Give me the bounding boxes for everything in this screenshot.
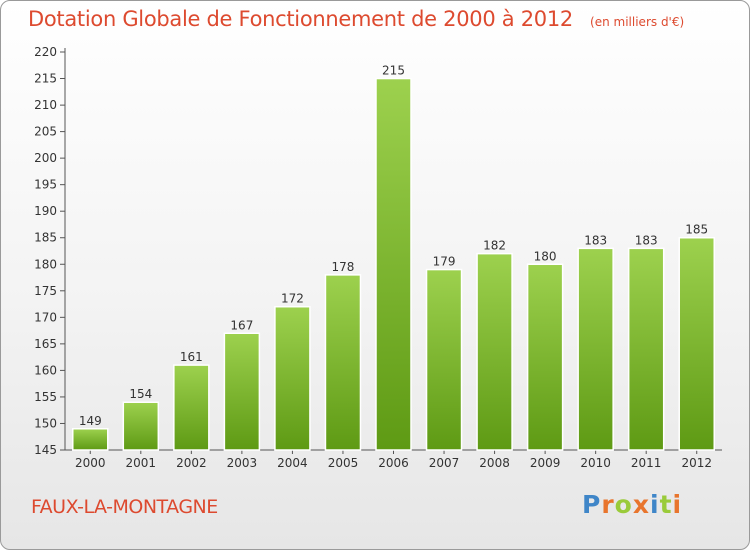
data-label: 178	[332, 260, 355, 274]
bars-layer	[72, 77, 715, 451]
bar-2003	[223, 332, 261, 451]
y-tick-label: 185	[34, 231, 57, 245]
x-tick-label: 2003	[227, 456, 258, 470]
bar-2012	[678, 236, 715, 451]
data-label: 183	[635, 233, 658, 247]
bar-2011	[627, 247, 665, 451]
y-tick-label: 150	[34, 416, 57, 430]
bar-2006	[375, 77, 412, 451]
x-tick-label: 2002	[176, 456, 207, 470]
logo-letter: P	[582, 490, 602, 519]
bar-2009	[526, 263, 564, 451]
chart-unit: (en milliers d'€)	[590, 15, 685, 29]
bar-2004	[274, 305, 311, 451]
data-label: 185	[685, 223, 708, 237]
commune-name: FAUX-LA-MONTAGNE	[31, 496, 218, 518]
y-tick-label: 220	[34, 45, 57, 59]
y-tick-label: 175	[34, 284, 57, 298]
data-label: 172	[281, 292, 304, 306]
logo-letter: r	[601, 490, 615, 519]
bar-2010	[577, 247, 614, 451]
logo-letter: i	[650, 490, 660, 519]
data-label: 183	[584, 233, 607, 247]
x-tick-label: 2004	[277, 456, 308, 470]
y-tick-label: 190	[34, 204, 57, 218]
bar-2000	[72, 428, 109, 451]
x-tick-label: 2011	[631, 456, 662, 470]
x-tick-label: 2009	[530, 456, 561, 470]
data-label: 161	[180, 350, 203, 364]
bar-2008	[476, 252, 513, 451]
y-tick-label: 195	[34, 178, 57, 192]
y-tick-label: 165	[34, 337, 57, 351]
logo-letter: t	[659, 490, 673, 519]
x-tick-label: 2005	[328, 456, 359, 470]
logo-letter: x	[632, 490, 650, 519]
y-tick-label: 200	[34, 151, 57, 165]
y-tick-label: 160	[34, 363, 57, 377]
data-label: 149	[79, 414, 102, 428]
x-tick-label: 2006	[378, 456, 409, 470]
proxiti-logo[interactable]: Proxiti	[582, 490, 682, 519]
y-tick-label: 205	[34, 125, 57, 139]
x-tick-label: 2010	[580, 456, 611, 470]
data-label: 154	[129, 387, 152, 401]
data-label: 167	[230, 318, 253, 332]
x-tick-label: 2001	[126, 456, 157, 470]
data-label: 180	[534, 249, 557, 263]
bar-2005	[324, 274, 362, 451]
data-label: 179	[433, 255, 456, 269]
x-tick-label: 2012	[681, 456, 712, 470]
bar-2002	[173, 364, 210, 451]
bar-2007	[425, 268, 463, 451]
labels-layer: 149 2000 154 2001 161 2002 167 2003 172 2004 178 20…	[75, 64, 712, 470]
y-tick-label: 155	[34, 390, 57, 404]
data-label: 215	[382, 64, 405, 78]
bar-2001	[122, 401, 160, 451]
x-tick-label: 2008	[479, 456, 510, 470]
x-tick-label: 2000	[75, 456, 106, 470]
y-tick-label: 215	[34, 72, 57, 86]
y-tick-label: 180	[34, 257, 57, 271]
chart-title: Dotation Globale de Fonctionnement de 20…	[28, 7, 573, 31]
logo-letter: i	[672, 490, 683, 519]
y-tick-label: 210	[34, 98, 57, 112]
y-tick-label: 145	[34, 443, 57, 457]
x-tick-label: 2007	[429, 456, 460, 470]
logo-letter: o	[614, 490, 633, 519]
axis-layer: 145 150 155 160 165 170 175 180 185 190 195 200 205 2…	[34, 45, 722, 457]
title-row: Dotation Globale de Fonctionnement de 20…	[28, 7, 684, 31]
data-label: 182	[483, 239, 506, 253]
y-tick-label: 170	[34, 310, 57, 324]
